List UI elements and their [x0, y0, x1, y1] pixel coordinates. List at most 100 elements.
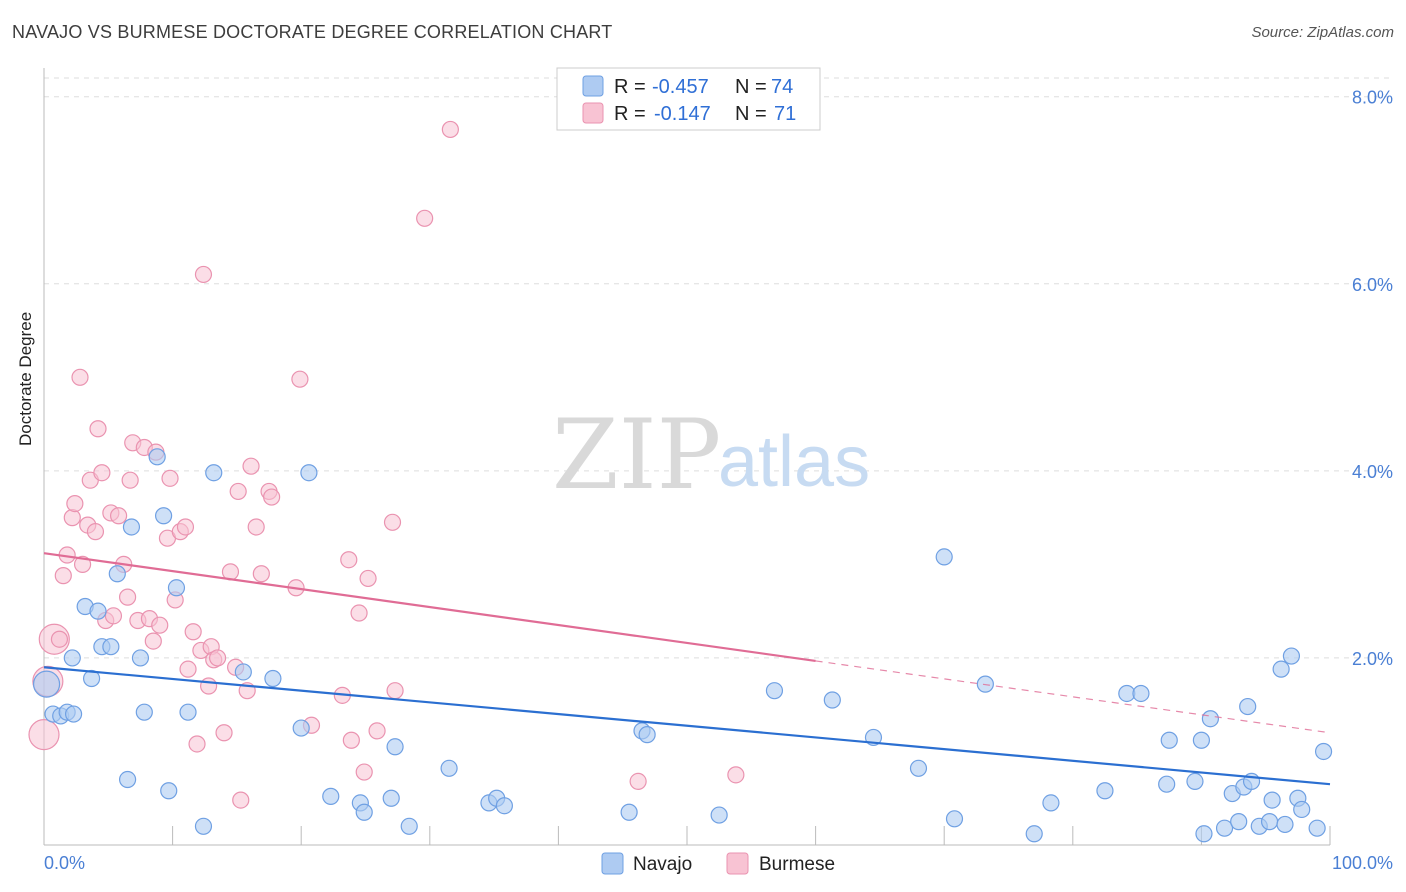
navajo-points	[32, 448, 1333, 843]
watermark-atlas-text: atlas	[718, 422, 870, 502]
burmese-trend-extension	[815, 660, 1331, 734]
navajo-point	[154, 507, 173, 525]
navajo-point	[205, 464, 223, 482]
burmese-point	[184, 623, 202, 641]
navajo-point	[1314, 742, 1333, 761]
navajo-point	[1282, 647, 1301, 665]
legend-burmese-n-value: 71	[774, 103, 796, 125]
navajo-point	[135, 703, 153, 721]
burmese-point	[176, 518, 195, 536]
x-tick-label-min: 0.0%	[44, 853, 85, 873]
burmese-point	[28, 719, 60, 751]
y-tick-label: 8.0%	[1352, 88, 1393, 108]
burmese-point	[93, 464, 111, 482]
chart-title: NAVAJO VS BURMESE DOCTORATE DEGREE CORRE…	[12, 22, 613, 42]
burmese-point	[121, 471, 139, 489]
navajo-point	[148, 448, 166, 466]
burmese-point	[209, 649, 227, 667]
trend-lines	[43, 552, 1331, 786]
burmese-point	[50, 630, 69, 648]
burmese-point	[342, 731, 360, 749]
navajo-point	[1042, 794, 1060, 812]
navajo-point	[300, 464, 318, 482]
y-tick-label: 4.0%	[1352, 462, 1393, 482]
bottom-legend-navajo-swatch	[601, 852, 624, 875]
burmese-point	[350, 604, 368, 622]
burmese-point	[383, 513, 402, 531]
navajo-point	[64, 705, 83, 723]
legend-navajo-r-label: R =	[614, 76, 646, 98]
burmese-point	[242, 457, 260, 475]
legend-burmese-n-label: N =	[735, 103, 767, 125]
navajo-point	[118, 770, 137, 789]
burmese-point	[727, 766, 745, 784]
navajo-point	[400, 817, 418, 835]
burmese-point	[118, 588, 137, 606]
legend-burmese-swatch	[582, 102, 604, 124]
bottom-legend: Navajo Burmese	[601, 852, 835, 875]
navajo-point	[292, 719, 310, 737]
navajo-point	[935, 548, 953, 566]
y-tick-label: 2.0%	[1352, 649, 1393, 669]
navajo-point	[89, 602, 107, 620]
burmese-point	[179, 660, 197, 678]
navajo-point	[63, 649, 81, 667]
navajo-point	[102, 638, 120, 656]
burmese-trend-line	[43, 552, 816, 663]
burmese-point	[291, 370, 309, 388]
tick-labels: 2.0% 4.0% 6.0% 8.0% 0.0% 100.0%	[44, 88, 1393, 873]
navajo-point	[122, 518, 141, 536]
navajo-point	[1276, 815, 1294, 834]
navajo-point	[131, 649, 150, 667]
watermark-zip-text: ZIP	[552, 399, 721, 511]
watermark: ZIP atlas	[552, 399, 870, 511]
axes	[43, 68, 1331, 846]
legend-navajo-n-label: N =	[735, 76, 767, 98]
navajo-point	[823, 691, 841, 709]
legend-navajo-n-value: 74	[771, 76, 793, 98]
burmese-point	[247, 518, 265, 536]
burmese-point	[151, 616, 169, 634]
navajo-point	[234, 663, 252, 681]
navajo-point	[264, 669, 282, 688]
legend-navajo-swatch	[582, 75, 604, 97]
navajo-point	[32, 670, 61, 698]
navajo-point	[1308, 819, 1326, 837]
navajo-point	[440, 759, 458, 777]
burmese-point	[386, 682, 404, 700]
bottom-legend-burmese-label: Burmese	[759, 854, 835, 875]
burmese-point	[232, 791, 250, 809]
navajo-point	[1192, 731, 1211, 749]
navajo-point	[1201, 710, 1220, 728]
burmese-point	[263, 488, 281, 506]
x-tick-label-max: 100.0%	[1332, 853, 1393, 873]
navajo-point	[1132, 684, 1150, 703]
navajo-point	[1260, 813, 1279, 831]
burmese-point	[629, 772, 647, 790]
burmese-point	[73, 555, 92, 573]
navajo-point	[710, 806, 728, 824]
burmese-point	[161, 469, 179, 487]
burmese-point	[54, 567, 72, 585]
navajo-point	[1186, 772, 1204, 790]
navajo-point	[1272, 660, 1290, 678]
chart-source: Source: ZipAtlas.com	[1251, 24, 1394, 41]
burmese-point	[368, 722, 386, 740]
navajo-point	[765, 682, 784, 700]
navajo-point	[1195, 825, 1213, 843]
burmese-point	[252, 565, 270, 583]
burmese-point	[416, 209, 434, 227]
navajo-point	[638, 726, 656, 744]
navajo-point	[1263, 791, 1281, 809]
legend-burmese-r-label: R =	[614, 103, 646, 125]
burmese-point	[194, 265, 213, 284]
navajo-point	[1096, 782, 1114, 800]
burmese-point	[441, 120, 459, 139]
burmese-point	[340, 551, 358, 569]
navajo-point	[179, 703, 197, 721]
navajo-point	[386, 738, 404, 756]
navajo-point	[167, 579, 186, 597]
burmese-point	[104, 607, 123, 625]
burmese-point	[71, 368, 89, 386]
burmese-point	[89, 420, 107, 438]
